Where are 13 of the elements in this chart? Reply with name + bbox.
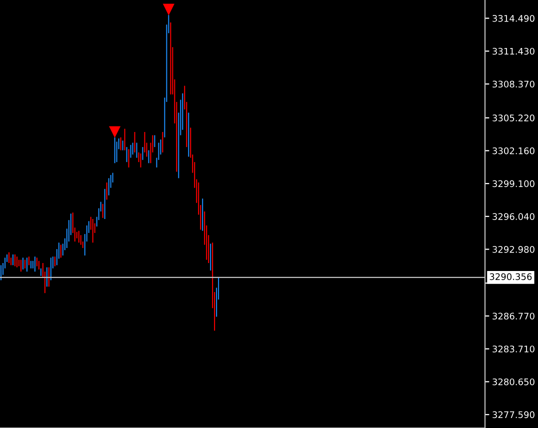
- y-tick-label: 3280.650: [492, 378, 534, 386]
- y-tick-label: 3302.160: [492, 147, 534, 154]
- y-tick-label: 3286.770: [492, 312, 534, 320]
- y-tick-label: 3308.370: [492, 80, 534, 88]
- y-tick-label: 3277.590: [492, 411, 534, 418]
- y-tick-label: 3311.430: [492, 48, 534, 55]
- y-tick-label: 3296.040: [492, 213, 534, 220]
- y-tick-label: 3314.490: [492, 14, 534, 22]
- y-tick-label: 3305.220: [492, 114, 534, 122]
- y-tick-label: 3283.710: [492, 346, 534, 352]
- y-tick-label: 3292.980: [492, 246, 534, 253]
- y-tick-label: 3299.100: [492, 180, 534, 188]
- ref-line-label: 3290.356: [490, 273, 532, 280]
